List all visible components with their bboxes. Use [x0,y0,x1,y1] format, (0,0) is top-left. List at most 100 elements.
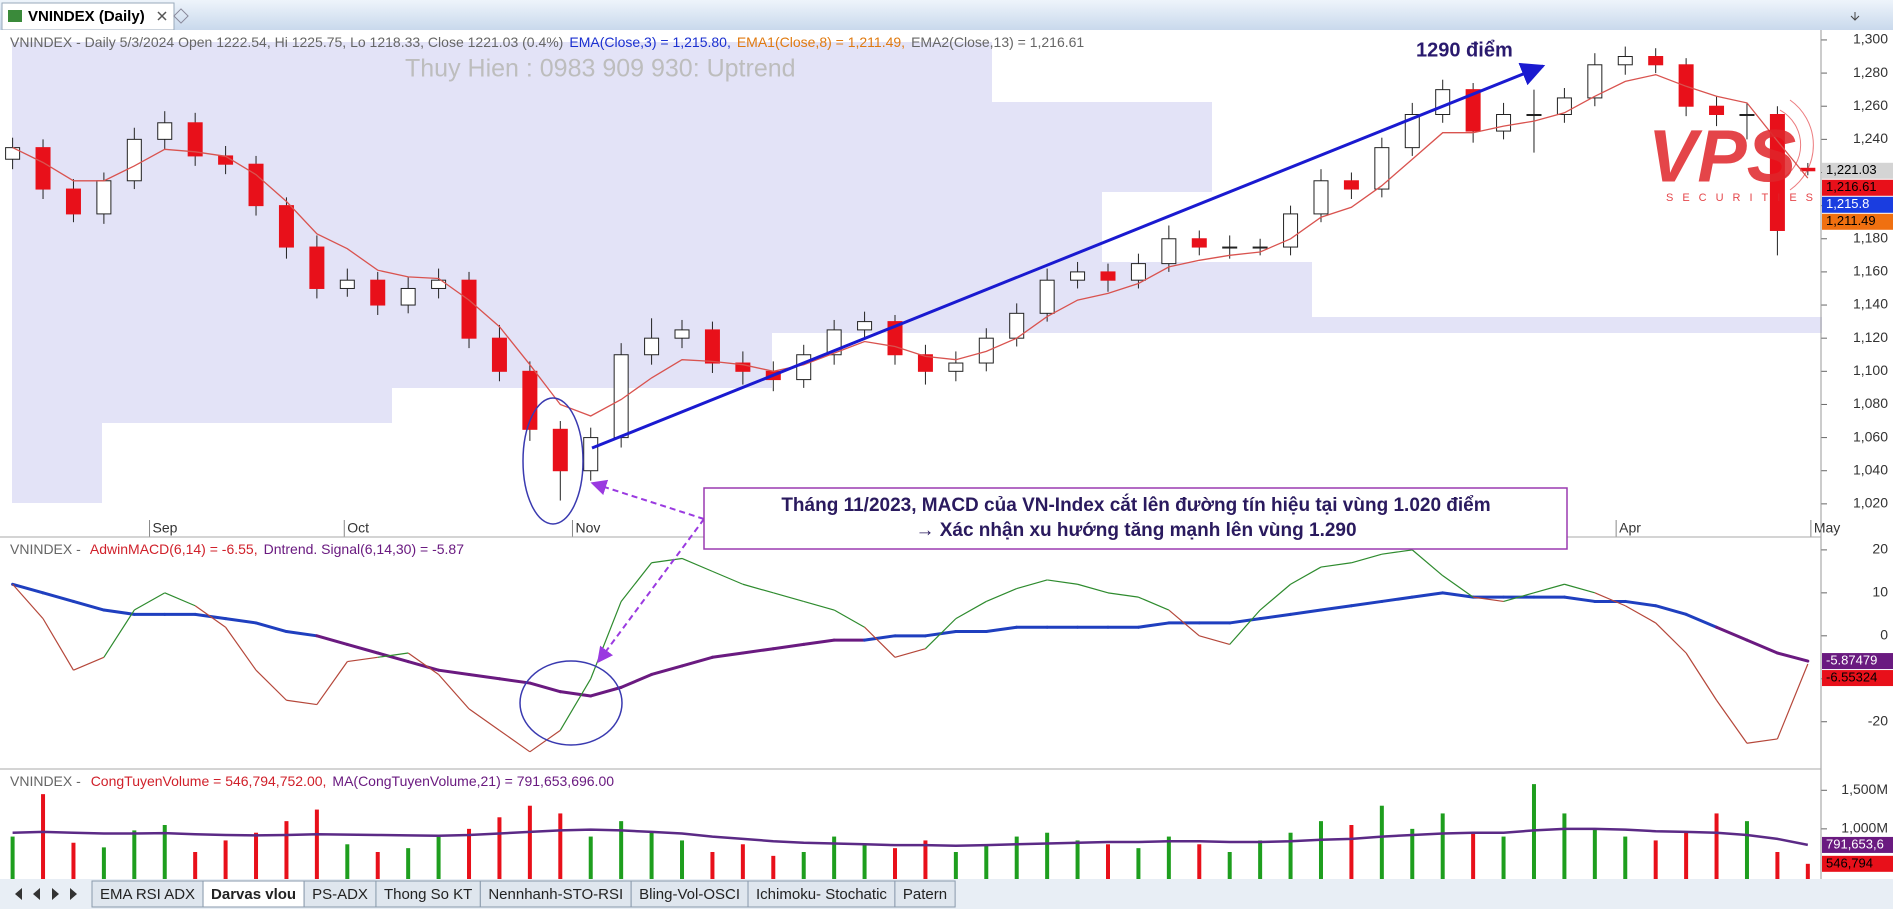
candle-body [978,337,994,364]
legend-item: EMA1(Close,8) = 1,211.49, [737,34,905,50]
macd-segment [894,648,926,658]
candle-body [126,138,142,182]
y-tick-label: 10 [1872,584,1888,600]
nav-next[interactable] [52,888,59,900]
volume-bar [923,840,928,879]
volume-bar [1592,828,1597,879]
volume-bar [10,836,15,879]
note-box [703,487,1568,550]
volume-bar [1227,852,1232,879]
menu-icon[interactable] [1850,12,1860,21]
macd-segment [986,588,1017,602]
macd-segment [529,729,561,753]
signal-segment [650,664,684,676]
signal-segment [710,651,745,659]
candle-body [35,147,51,190]
close-icon[interactable] [157,11,167,21]
candle-body [552,428,568,472]
volume-bar [740,844,745,879]
tab[interactable] [894,880,956,908]
legend-item: EMA2(Close,13) = 1,216.61 [911,34,1084,50]
candle-body [1252,246,1268,249]
tab[interactable] [303,880,377,908]
candle-body [948,362,964,372]
legend-item: AdwinMACD(6,14) = -6.55, [90,541,258,557]
pin-icon[interactable] [173,8,189,24]
volume-bar [1714,813,1719,879]
candle-body [1100,271,1116,281]
signal-segment [680,655,714,668]
signal-segment [1441,591,1475,599]
volume-bar [1014,836,1019,879]
signal-segment [741,647,775,655]
last-value-box [1822,670,1893,687]
tab-label: Bling-Vol-OSCI [639,886,740,903]
last-value-label: 1,215.8 [1826,196,1869,211]
signal-segment [1684,612,1719,629]
macd-segment [925,618,957,650]
signal-segment [1715,625,1749,642]
macd-segment [1016,579,1048,590]
macd-segment [12,583,44,620]
candle-body [796,354,812,381]
tab[interactable] [630,880,749,908]
tab[interactable] [375,880,481,908]
candle-body [1465,89,1481,132]
candle-body [431,279,447,289]
candle-body [218,155,234,165]
nav-first[interactable] [12,888,22,900]
window-tab[interactable] [1,2,175,31]
volume-bar [1653,840,1658,879]
nav-prev[interactable] [33,888,40,900]
macd-segment [103,609,135,658]
macd-segment [1533,583,1565,594]
signal-segment [984,625,1019,634]
profile-bar [12,102,1212,192]
volume-bar [1318,821,1323,879]
signal-segment [528,681,562,694]
candle-body [1313,180,1329,215]
last-value-box [1822,162,1893,179]
signal-segment [1380,595,1414,603]
volume-bar [71,842,76,879]
volume-bar [1471,832,1476,879]
volume-bar [1349,825,1354,879]
macd-segment [803,600,835,611]
tab-nav[interactable] [12,888,80,900]
volume-bar [619,821,624,879]
last-value-box [1822,653,1893,670]
signal-segment [467,672,501,681]
y-tick-label: 1,080 [1853,395,1888,411]
macd-segment [742,583,774,594]
candle-body [644,337,660,356]
macd-segment [1564,583,1595,594]
signal-segment [345,642,380,655]
signal-segment [1410,591,1445,599]
last-value-box [1822,179,1893,196]
candle-body [1191,238,1207,248]
signal-segment [1258,612,1293,621]
candle-body [1648,56,1664,66]
volume-bar [223,840,228,879]
macd-segment [1107,592,1139,598]
candle-body [339,279,355,289]
legend-item: VNINDEX - Daily 5/3/2024 Open 1222.54, H… [10,34,563,50]
last-value-box [1822,196,1893,213]
x-tick-label: Nov [575,520,600,536]
volume-bar [284,821,289,879]
tab[interactable] [747,880,896,908]
last-value-box [1822,836,1893,853]
nav-last[interactable] [70,888,80,900]
x-tick-label: Sep [153,520,178,536]
macd-segment [1320,562,1352,568]
legend-item: EMA(Close,3) = 1,215.80, [569,34,730,50]
tab-label: PS-ADX [312,886,368,903]
candle-body [278,205,294,248]
signal-segment [1136,621,1171,629]
signal-segment [437,668,471,676]
macd-segment [1259,583,1291,611]
tab[interactable] [202,880,305,908]
legend-item: MA(CongTuyenVolume,21) = 791,653,696.00 [332,773,614,789]
x-tick-label: Oct [347,520,369,536]
signal-segment [863,634,897,642]
